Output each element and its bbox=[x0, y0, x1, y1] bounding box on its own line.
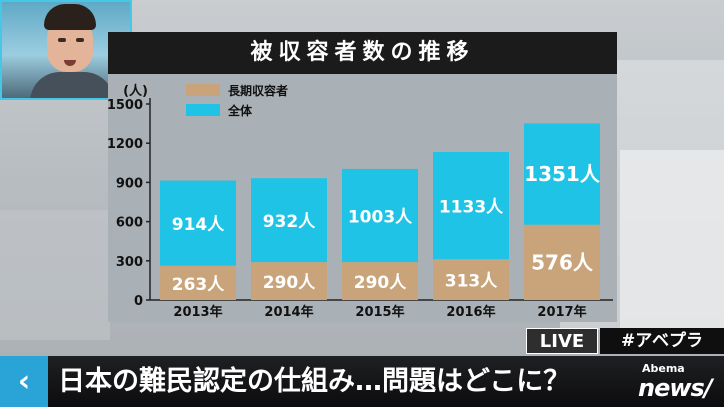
x-category-label: 2015年 bbox=[355, 304, 404, 320]
data-label-long-term: 290人 bbox=[263, 273, 316, 293]
presenter-hair bbox=[44, 4, 96, 30]
data-label-long-term: 313人 bbox=[445, 272, 498, 292]
presenter-mouth bbox=[64, 60, 76, 66]
logo-news-text: news/ bbox=[638, 374, 713, 402]
bar-chart: 0 300 600 900 1200 1500(人) 914人 263人 2013年 932人 2… bbox=[108, 83, 613, 320]
y-tick-label: 300 bbox=[116, 255, 143, 270]
bars: 914人 263人 2013年 932人 290人 2014年 1003人 290人 2015年… bbox=[160, 123, 601, 320]
legend-label: 全体 bbox=[227, 103, 253, 118]
background-building bbox=[620, 150, 724, 330]
x-category-label: 2014年 bbox=[264, 304, 313, 320]
abema-news-logo: Abema news/ bbox=[632, 360, 722, 404]
y-tick-label: 600 bbox=[116, 216, 143, 231]
x-category-label: 2017年 bbox=[537, 304, 586, 320]
x-category-label: 2016年 bbox=[446, 304, 495, 320]
data-label-total: 1133人 bbox=[439, 198, 504, 218]
chevron-left-icon[interactable]: ‹ bbox=[0, 356, 48, 407]
data-label-total: 914人 bbox=[172, 215, 225, 235]
headline-text: 日本の難民認定の仕組み…問題はどこに？ bbox=[58, 366, 571, 397]
x-category-label: 2013年 bbox=[173, 304, 222, 320]
bar-long-term bbox=[160, 265, 236, 300]
bar-long-term bbox=[251, 262, 327, 300]
data-label-total: 1351人 bbox=[524, 162, 601, 186]
data-label-total: 1003人 bbox=[348, 208, 413, 228]
presenter-eye bbox=[76, 38, 84, 42]
presenter-eye bbox=[58, 38, 66, 42]
y-unit-label: (人) bbox=[123, 83, 148, 99]
live-badge: LIVE bbox=[526, 328, 598, 354]
headline-bar bbox=[0, 356, 724, 407]
presenter-body bbox=[30, 72, 114, 98]
logo-abema-text: Abema bbox=[642, 362, 685, 375]
hashtag-badge: #アベプラ bbox=[600, 328, 724, 354]
data-label-long-term: 290人 bbox=[354, 273, 407, 293]
y-tick-label: 900 bbox=[116, 176, 143, 191]
data-label-total: 932人 bbox=[263, 212, 316, 232]
bar-long-term bbox=[342, 262, 418, 300]
legend-swatch bbox=[186, 104, 220, 116]
legend-label: 長期収容者 bbox=[228, 83, 288, 98]
bar-long-term bbox=[524, 224, 600, 300]
legend-swatch bbox=[186, 84, 220, 96]
data-label-long-term: 263人 bbox=[172, 275, 225, 295]
background-building bbox=[0, 210, 110, 340]
data-label-long-term: 576人 bbox=[531, 250, 594, 274]
bar-long-term bbox=[433, 259, 509, 300]
y-tick-label: 1500 bbox=[108, 98, 143, 113]
chart-title: 被収容者数の推移 bbox=[108, 32, 617, 74]
y-tick-label: 1200 bbox=[108, 137, 143, 152]
y-tick-label: 0 bbox=[134, 294, 143, 309]
